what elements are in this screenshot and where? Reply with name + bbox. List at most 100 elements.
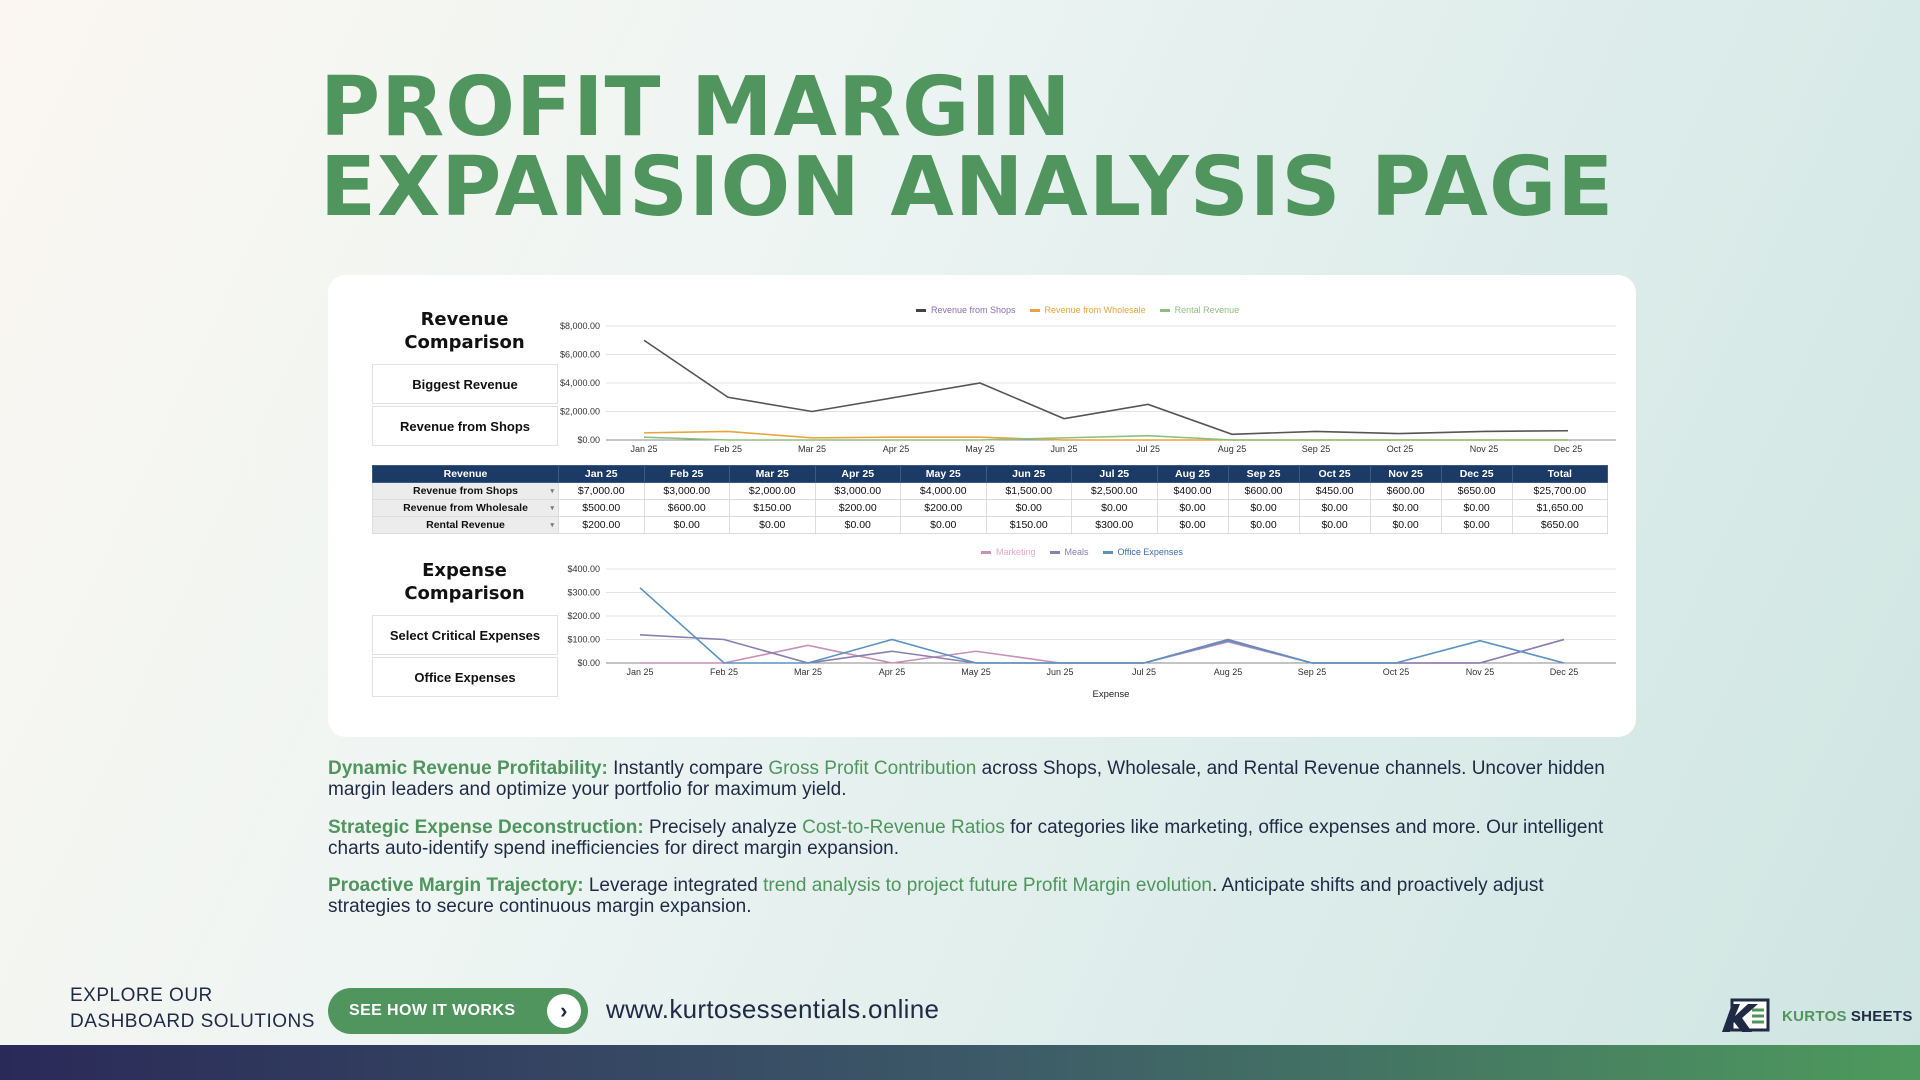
- description-text: Precisely analyze: [643, 817, 803, 838]
- table-cell: $25,700.00: [1511, 482, 1609, 500]
- y-tick-label: $300.00: [567, 588, 600, 598]
- x-tick-label: Jan 25: [630, 444, 657, 454]
- description-text: . Anticipate shifts and proactively adju…: [328, 875, 1544, 917]
- table-cell: $0.00: [985, 499, 1072, 517]
- table-cell: $4,000.00: [900, 482, 987, 500]
- legend-swatch: [981, 550, 991, 554]
- revenue-title-line-2: Comparison: [404, 332, 525, 353]
- table-cell: $1,650.00: [1511, 499, 1609, 517]
- table-cell: $0.00: [1369, 516, 1442, 534]
- table-header-cell: Jun 25: [985, 465, 1072, 483]
- legend-swatch: [1102, 550, 1113, 554]
- table-cell: $0.00: [1071, 499, 1158, 517]
- x-tick-label: May 25: [965, 444, 995, 454]
- see-how-it-works-button[interactable]: SEE HOW IT WORKS ›: [328, 988, 588, 1034]
- x-tick-label: Jun 25: [1046, 667, 1073, 677]
- explore-line-1: EXPLORE OUR: [70, 985, 213, 1006]
- table-cell: $0.00: [1156, 516, 1229, 534]
- description-accent: Cost-to-Revenue Ratios: [802, 817, 1005, 838]
- table-row-label[interactable]: Rental Revenue ▾: [372, 516, 559, 534]
- table-cell: $300.00: [1071, 516, 1158, 534]
- legend-label: Revenue from Shops: [931, 305, 1016, 315]
- x-tick-label: Mar 25: [794, 667, 822, 677]
- x-tick-label: Apr 25: [879, 667, 906, 677]
- table-cell: $2,000.00: [729, 482, 816, 500]
- x-tick-label: Apr 25: [883, 444, 910, 454]
- x-tick-label: Sep 25: [1302, 444, 1331, 454]
- table-row: Rental Revenue ▾ $200.00 $0.00 $0.00 $0.00 $0.…: [372, 516, 1609, 534]
- expense-chart-legend: Marketing Meals Office Expenses: [981, 547, 1183, 557]
- table-cell: $150.00: [985, 516, 1072, 534]
- table-header-cell: Aug 25: [1156, 465, 1229, 483]
- table-header-row: Revenue Jan 25 Feb 25 Mar 25 Apr 25 May 25 Jun…: [372, 465, 1609, 483]
- x-tick-label: Nov 25: [1470, 444, 1499, 454]
- table-header-cell: Nov 25: [1369, 465, 1442, 483]
- expense-line-chart: $0.00 $100.00 $200.00 $300.00 $400.00 Jan 25 F…: [567, 564, 1616, 700]
- legend-item: Marketing: [981, 547, 1036, 557]
- y-tick-label: $4,000.00: [560, 378, 600, 388]
- title-line-1: PROFIT MARGIN: [320, 60, 1072, 155]
- legend-swatch: [1029, 308, 1040, 312]
- table-cell: $0.00: [1227, 499, 1300, 517]
- table-cell: $3,000.00: [814, 482, 901, 500]
- table-cell: $0.00: [1440, 499, 1513, 517]
- kurtos-logo-icon: [1722, 998, 1770, 1032]
- expense-selector-box[interactable]: Office Expenses: [372, 657, 558, 697]
- page-title: PROFIT MARGIN EXPANSION ANALYSIS PAGE: [320, 60, 1615, 235]
- x-tick-label: Feb 25: [714, 444, 742, 454]
- cta-label: SEE HOW IT WORKS: [349, 1002, 516, 1019]
- description-expense: Strategic Expense Deconstruction: Precis…: [328, 817, 1628, 859]
- table-row: Revenue from Shops ▾ $7,000.00 $3,000.00 $2,…: [372, 482, 1609, 500]
- revenue-chart-legend: Revenue from Shops Revenue from Wholesal…: [916, 305, 1239, 315]
- table-cell: $3,000.00: [643, 482, 730, 500]
- description-lead: Proactive Margin Trajectory:: [328, 875, 584, 896]
- table-header-cell: Sep 25: [1227, 465, 1300, 483]
- x-tick-label: Jul 25: [1132, 667, 1156, 677]
- revenue-comparison-title: Revenue Comparison: [372, 308, 557, 354]
- table-cell: $600.00: [643, 499, 730, 517]
- expense-title-line-1: Expense: [422, 560, 507, 581]
- x-tick-label: Mar 25: [798, 444, 826, 454]
- x-tick-label: Sep 25: [1298, 667, 1327, 677]
- explore-line-2: DASHBOARD SOLUTIONS: [70, 1011, 315, 1032]
- table-cell: $400.00: [1156, 482, 1229, 500]
- legend-label: Rental Revenue: [1174, 305, 1240, 315]
- expense-title-line-2: Comparison: [404, 583, 525, 604]
- table-cell: $2,500.00: [1071, 482, 1158, 500]
- description-revenue: Dynamic Revenue Profitability: Instantly…: [328, 758, 1628, 800]
- table-cell: $600.00: [1227, 482, 1300, 500]
- table-header-cell: Total: [1511, 465, 1609, 483]
- explore-text: EXPLORE OUR DASHBOARD SOLUTIONS: [70, 983, 315, 1035]
- table-header-cell: Mar 25: [729, 465, 816, 483]
- website-url-link[interactable]: www.kurtosessentials.online: [606, 994, 940, 1024]
- revenue-selector-box[interactable]: Revenue from Shops: [372, 406, 558, 446]
- x-tick-label: Oct 25: [1383, 667, 1410, 677]
- legend-item: Revenue from Wholesale: [1029, 305, 1146, 315]
- table-cell: $600.00: [1369, 482, 1442, 500]
- legend-swatch: [916, 308, 926, 312]
- table-header-cell: Dec 25: [1440, 465, 1513, 483]
- table-row: Revenue from Wholesale ▾ $500.00 $600.00 $15…: [372, 499, 1609, 517]
- bottom-gradient-bar: [0, 1045, 1920, 1080]
- biggest-revenue-box[interactable]: Biggest Revenue: [372, 364, 558, 404]
- x-tick-label: Dec 25: [1554, 444, 1583, 454]
- table-cell: $200.00: [558, 516, 645, 534]
- table-row-label[interactable]: Revenue from Shops ▾: [372, 482, 559, 500]
- legend-item: Meals: [1049, 547, 1089, 557]
- y-tick-label: $8,000.00: [560, 321, 600, 331]
- dropdown-arrow-icon: ▾: [550, 505, 554, 512]
- table-cell: $650.00: [1511, 516, 1609, 534]
- y-tick-label: $2,000.00: [560, 407, 600, 417]
- table-cell: $0.00: [1440, 516, 1513, 534]
- legend-swatch: [1159, 308, 1170, 312]
- y-tick-label: $400.00: [567, 564, 600, 574]
- legend-label: Office Expenses: [1117, 547, 1183, 557]
- title-line-2: EXPANSION ANALYSIS PAGE: [320, 140, 1615, 235]
- dropdown-arrow-icon: ▾: [550, 522, 554, 529]
- legend-item: Rental Revenue: [1159, 305, 1240, 315]
- select-critical-expenses-box[interactable]: Select Critical Expenses: [372, 615, 558, 655]
- table-row-label[interactable]: Revenue from Wholesale ▾: [372, 499, 559, 517]
- table-cell: $200.00: [814, 499, 901, 517]
- table-cell: $0.00: [1298, 499, 1371, 517]
- y-tick-label: $0.00: [577, 435, 600, 445]
